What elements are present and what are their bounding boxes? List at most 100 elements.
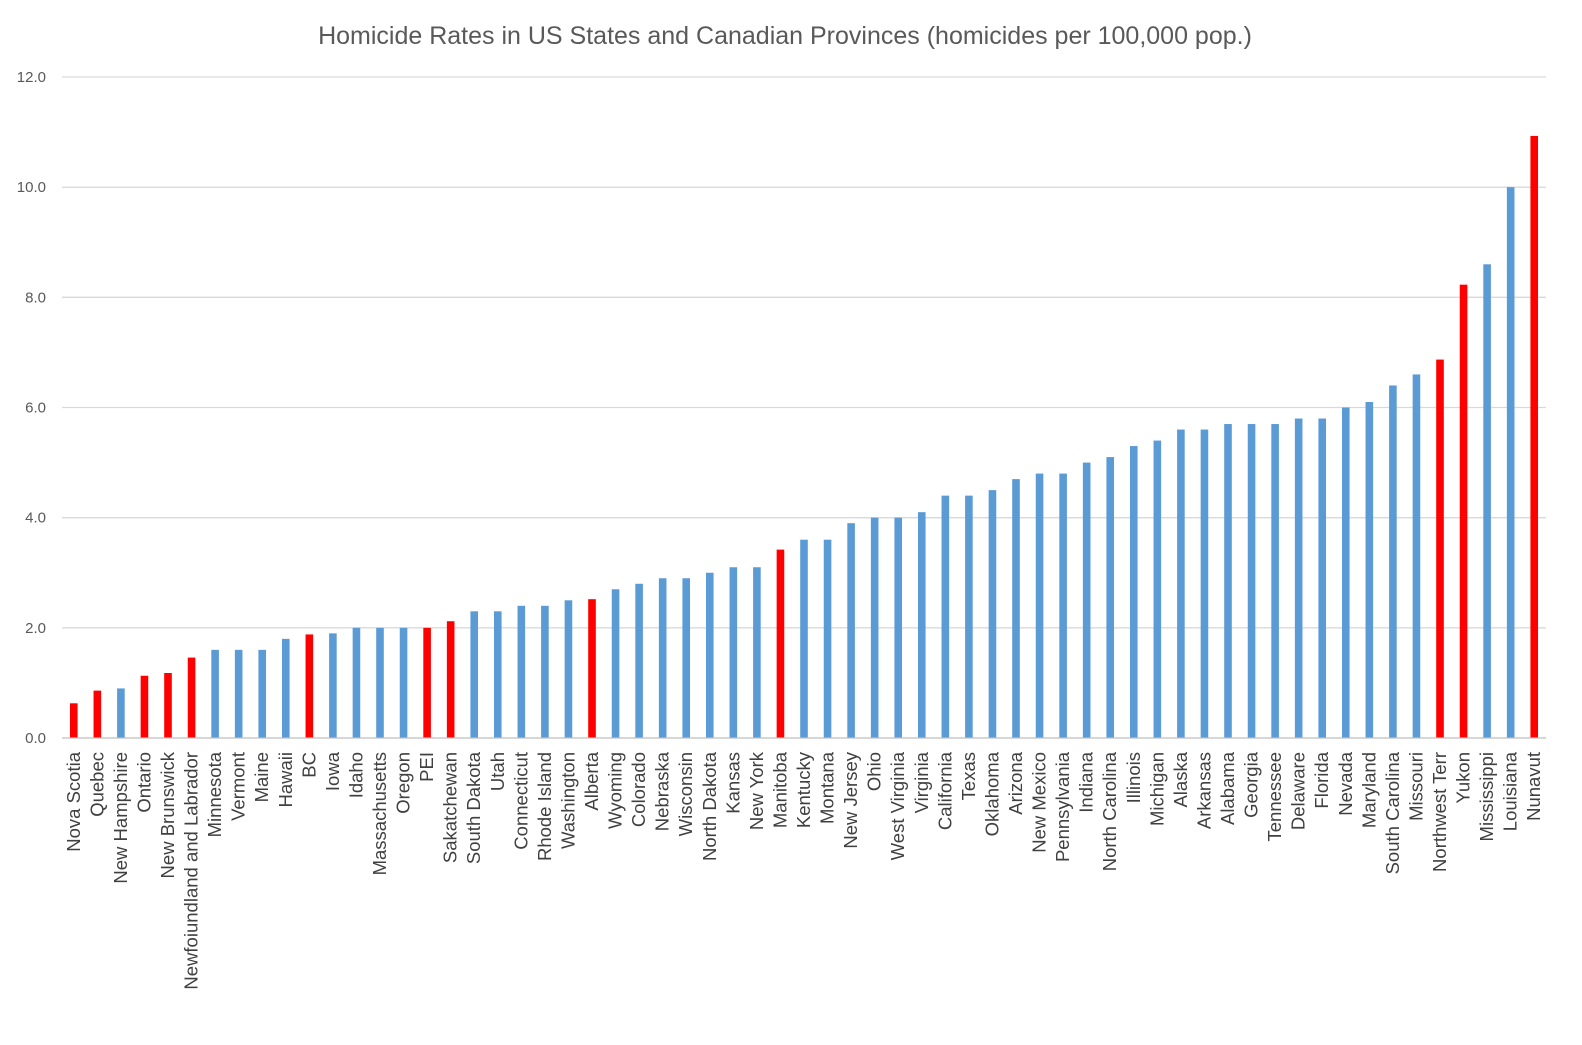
x-tick-label: California <box>934 751 955 830</box>
bar-maryland <box>1365 401 1374 738</box>
x-tick-label: Washington <box>557 752 578 849</box>
bar-nebraska <box>658 578 667 738</box>
x-tick-label: Colorado <box>628 752 649 827</box>
x-tick-label: Arizona <box>1005 751 1026 814</box>
x-tick-label: Missouri <box>1405 752 1426 821</box>
x-tick-label: Nunavut <box>1523 752 1544 821</box>
bar-bc <box>305 634 314 738</box>
y-tick-label: 2.0 <box>25 620 46 637</box>
bar-arkansas <box>1200 429 1209 738</box>
bar-colorado <box>635 583 643 738</box>
x-tick-label: South Dakota <box>463 751 484 864</box>
y-axis-tick-labels: 0.0 2.0 4.0 6.0 8.0 10.0 12.0 <box>17 69 46 747</box>
x-tick-label: Sakatchewan <box>440 752 461 863</box>
bar-idaho <box>352 627 361 738</box>
bar-texas <box>965 495 973 738</box>
x-axis-category-labels: Nova Scotia Quebec New Hampshire Ontario New… <box>63 751 1544 989</box>
bar-oregon <box>399 627 408 738</box>
x-tick-label: Hawaii <box>275 752 296 808</box>
x-tick-label: Delaware <box>1288 752 1309 830</box>
x-tick-label: Wyoming <box>605 752 626 829</box>
bar-new-brunswick <box>164 673 172 738</box>
x-tick-label: Indiana <box>1076 751 1097 812</box>
bar-missouri <box>1412 374 1421 738</box>
bar-south-carolina <box>1389 385 1397 738</box>
x-tick-label: Ohio <box>864 752 885 791</box>
x-tick-label: Vermont <box>228 752 249 821</box>
x-tick-label: New Hampshire <box>110 752 131 884</box>
bar-yukon <box>1459 284 1468 738</box>
x-tick-label: Montana <box>817 751 838 824</box>
x-tick-label: Newfoiundland and Labrador <box>181 752 202 990</box>
bar-montana <box>823 539 832 738</box>
x-tick-label: Illinois <box>1123 752 1144 803</box>
bar-west-virginia <box>894 517 903 738</box>
x-tick-label: Alaska <box>1170 751 1191 807</box>
bar-arizona <box>1012 479 1020 738</box>
bar-alaska <box>1177 429 1185 738</box>
x-tick-label: Yukon <box>1453 752 1474 803</box>
x-tick-label: PEI <box>416 752 437 782</box>
x-tick-label: Nova Scotia <box>63 751 84 851</box>
x-tick-label: Texas <box>958 752 979 800</box>
bar-south-dakota <box>470 611 479 738</box>
x-tick-label: Utah <box>487 752 508 791</box>
bar-delaware <box>1294 418 1303 738</box>
bar-ontario <box>140 675 149 738</box>
bar-georgia <box>1247 424 1256 738</box>
x-tick-label: Louisiana <box>1500 751 1521 831</box>
bar-hawaii <box>281 638 290 738</box>
bar-michigan <box>1153 440 1162 738</box>
x-tick-label: Kentucky <box>793 751 814 828</box>
bar-washington <box>564 600 573 738</box>
x-tick-label: North Dakota <box>699 751 720 861</box>
bar-north-dakota <box>705 572 714 738</box>
x-tick-label: Maine <box>251 752 272 802</box>
bar-illinois <box>1129 446 1138 738</box>
bar-iowa <box>329 633 337 738</box>
x-tick-label: Connecticut <box>510 752 531 850</box>
x-tick-label: Idaho <box>345 752 366 798</box>
bar-virginia <box>917 512 926 738</box>
x-tick-label: Nevada <box>1335 751 1356 815</box>
y-tick-label: 12.0 <box>17 69 46 86</box>
bar-indiana <box>1082 462 1091 738</box>
bar-new-mexico <box>1035 473 1044 738</box>
bar-northwest-terr <box>1436 359 1444 738</box>
bar-sakatchewan <box>446 621 455 738</box>
x-tick-label: New Mexico <box>1029 752 1050 853</box>
bar-nevada <box>1341 407 1350 738</box>
x-tick-label: Manitoba <box>769 751 790 828</box>
x-tick-label: Wisconsin <box>675 752 696 836</box>
x-tick-label: BC <box>298 752 319 778</box>
bar-alabama <box>1224 424 1232 738</box>
bar-wisconsin <box>682 578 691 738</box>
x-tick-label: Alberta <box>581 751 602 810</box>
y-tick-label: 10.0 <box>17 179 46 196</box>
x-tick-label: Kansas <box>722 752 743 814</box>
y-tick-label: 6.0 <box>25 400 46 417</box>
x-tick-label: Georgia <box>1241 751 1262 818</box>
bar-mississippi <box>1483 264 1491 738</box>
x-tick-label: Florida <box>1311 751 1332 808</box>
bar-quebec <box>93 690 102 738</box>
x-tick-label: Quebec <box>86 752 107 817</box>
bar-nunavut <box>1530 135 1539 739</box>
x-tick-label: Massachusetts <box>369 752 390 875</box>
bar-minnesota <box>211 649 219 738</box>
x-tick-label: Nebraska <box>652 751 673 831</box>
bar-nova-scotia <box>69 703 78 738</box>
x-tick-label: South Carolina <box>1382 751 1403 874</box>
x-tick-label: New York <box>746 751 767 830</box>
x-tick-label: Michigan <box>1146 752 1167 826</box>
bar-ohio <box>870 517 879 738</box>
bar-kentucky <box>800 539 808 738</box>
x-tick-label: Oregon <box>393 752 414 814</box>
x-tick-label: Arkansas <box>1193 752 1214 829</box>
x-tick-label: Pennsylvania <box>1052 751 1073 862</box>
bar-newfoiundland-and-labrador <box>187 657 196 738</box>
bar-oklahoma <box>988 490 997 738</box>
bar-connecticut <box>517 605 526 738</box>
x-tick-label: Oklahoma <box>981 751 1002 836</box>
x-tick-label: Minnesota <box>204 751 225 837</box>
